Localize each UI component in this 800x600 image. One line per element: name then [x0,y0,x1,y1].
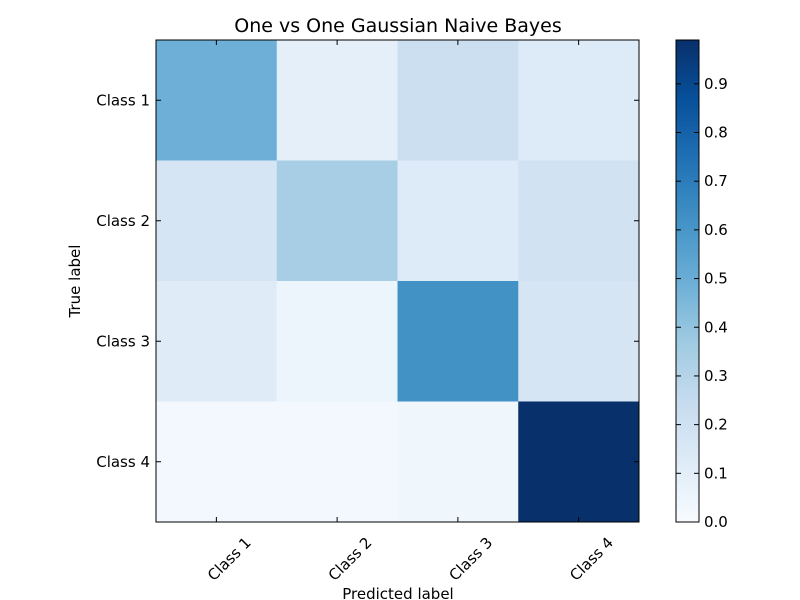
y-tick-label: Class 3 [96,332,150,350]
heatmap-cells [156,40,640,523]
colorbar-tick-label: 0.7 [704,172,728,190]
colorbar-tick-label: 0.1 [704,464,728,482]
plot-frame [155,39,640,523]
heatmap-cell-r2-c4 [518,160,640,282]
chart-title: One vs One Gaussian Naive Bayes [234,15,561,37]
heatmap-cell-r3-c2 [276,281,398,402]
y-tick-label: Class 1 [96,91,150,109]
x-tick-label: Class 4 [566,534,617,585]
colorbar-tick-label: 0.4 [704,318,728,336]
x-axis-label: Predicted label [342,585,453,600]
colorbar-tick-label: 0.5 [704,270,728,288]
colorbar-tick-label: 0.3 [704,367,728,385]
y-axis-ticks: Class 1 Class 2 Class 3 Class 4 [96,91,639,471]
heatmap-cell-r4-c1 [156,401,278,523]
colorbar-tick-label: 0.6 [704,221,728,239]
heatmap-cell-r3-c3 [397,281,519,402]
y-axis-label: True label [66,245,84,319]
y-tick-label: Class 4 [96,453,150,471]
colorbar-tick-label: 0.9 [704,75,728,93]
heatmap-cell-r1-c2 [276,40,398,161]
x-tick-label: Class 1 [204,534,255,585]
y-tick-label: Class 2 [96,212,150,230]
colorbar-tick-label: 0.0 [704,513,728,531]
heatmap-cell-r4-c2 [276,401,398,523]
heatmap-cell-r3-c4 [518,281,640,402]
heatmap-cell-r1-c4 [518,40,640,161]
heatmap-cell-r2-c1 [156,160,278,282]
heatmap-cell-r1-c1 [156,40,278,161]
heatmap-cell-r4-c4 [518,401,640,523]
heatmap-cell-r2-c2 [276,160,398,282]
x-tick-label: Class 2 [325,534,376,585]
x-tick-label: Class 3 [445,534,496,585]
colorbar-tick-label: 0.8 [704,124,728,142]
heatmap-cell-r2-c3 [397,160,519,282]
heatmap-cell-r1-c3 [397,40,519,161]
colorbar-ticks: 0.0 0.1 0.2 0.3 0.4 0.5 0.6 0.7 0.8 0.9 [676,75,728,531]
colorbar-gradient [676,40,699,522]
heatmap-cell-r3-c1 [156,281,278,402]
colorbar-tick-label: 0.2 [704,416,728,434]
heatmap-cell-r4-c3 [397,401,519,523]
colorbar-frame [675,39,700,523]
